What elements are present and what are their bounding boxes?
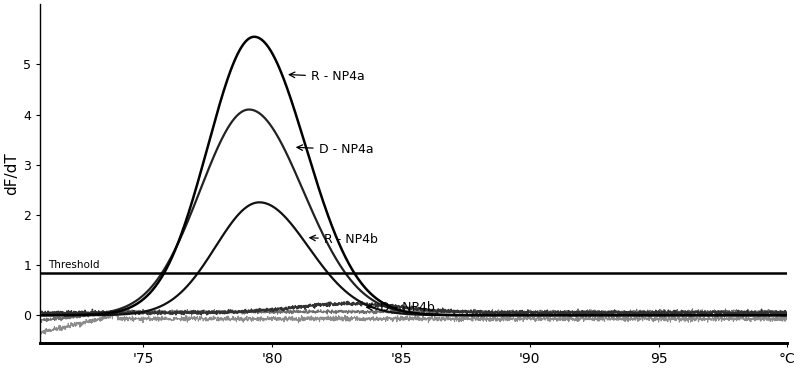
Text: D - NP4b: D - NP4b (366, 301, 435, 314)
Text: R - NP4a: R - NP4a (290, 70, 365, 83)
Text: R - NP4b: R - NP4b (310, 233, 378, 246)
Y-axis label: dF/dT: dF/dT (4, 152, 19, 195)
Text: D - NP4a: D - NP4a (297, 143, 374, 156)
Text: Threshold: Threshold (48, 260, 99, 270)
